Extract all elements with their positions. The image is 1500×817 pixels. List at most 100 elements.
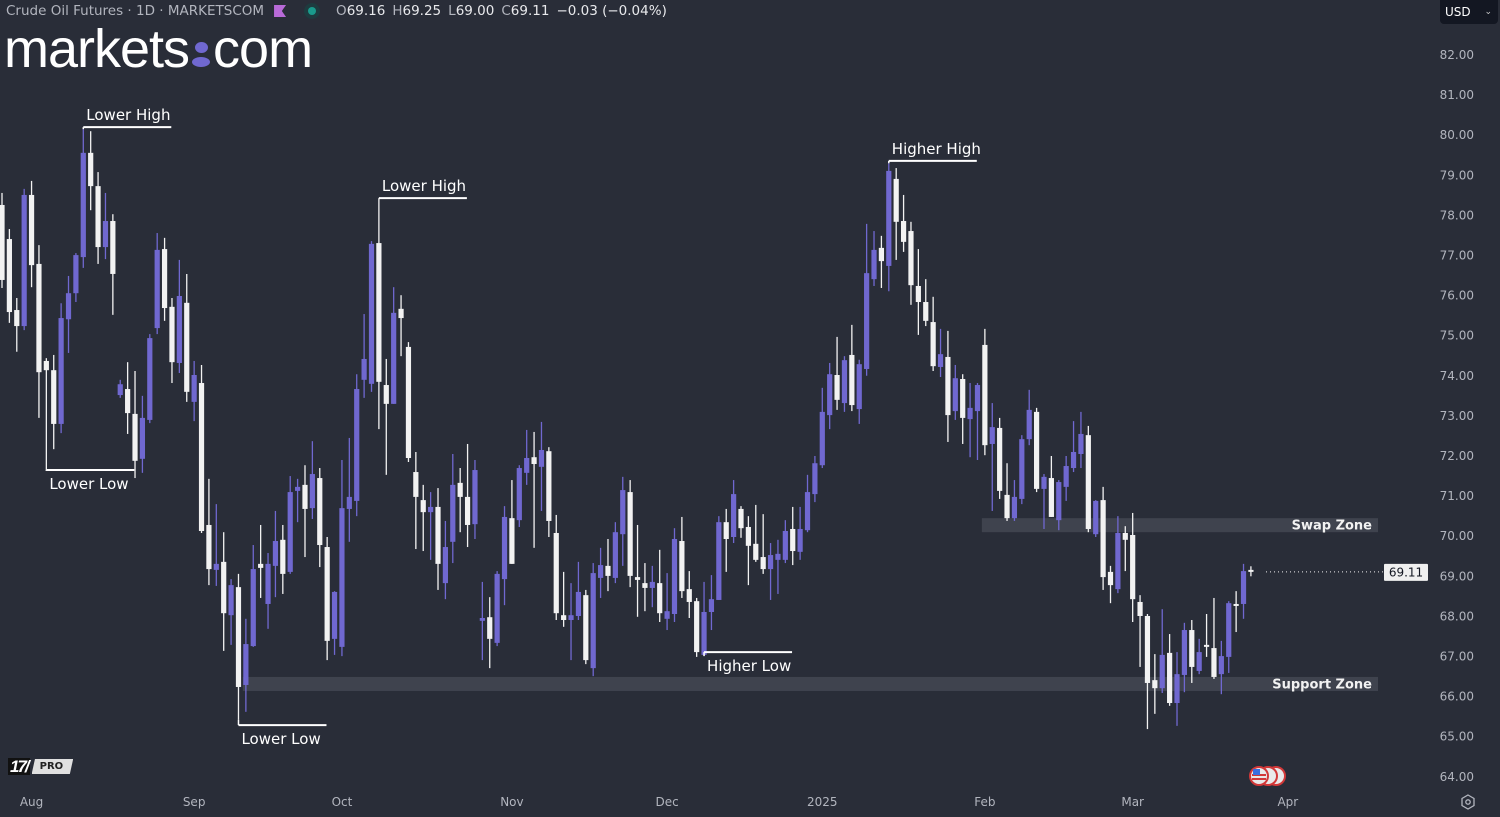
candle-up	[952, 364, 958, 420]
candle-body	[176, 296, 182, 363]
candle-body	[1063, 466, 1069, 487]
candle-body	[1011, 496, 1018, 519]
candle-down	[694, 597, 700, 657]
flag-icon[interactable]	[274, 5, 287, 17]
candle-body	[930, 322, 936, 367]
candle-up	[1070, 421, 1077, 473]
candle-body	[65, 293, 72, 320]
candle-body	[1078, 433, 1084, 454]
us-events-icon[interactable]	[1248, 765, 1288, 787]
candle-body	[908, 231, 914, 286]
candle-body	[775, 553, 781, 560]
candle-body	[1181, 630, 1187, 675]
candle-body	[960, 379, 966, 418]
candle-body	[391, 312, 397, 404]
price-tick-label: 81.00	[1440, 88, 1474, 102]
price-tick-label: 67.00	[1440, 650, 1474, 664]
candle-down	[1122, 526, 1128, 572]
candle-body	[915, 285, 921, 303]
candle-down	[14, 298, 20, 352]
candle-body	[620, 490, 626, 535]
candle-body	[117, 384, 123, 396]
candle-down	[1233, 591, 1239, 633]
candle-body	[265, 563, 271, 604]
candle-up	[797, 506, 803, 560]
candle-body	[317, 478, 323, 546]
candle-body	[945, 356, 951, 416]
currency-dropdown[interactable]: USD ⌄	[1440, 0, 1498, 24]
time-axis[interactable]: Aug Sep Oct Nov Dec 2025 Feb Mar Apr	[20, 795, 1298, 809]
candle-body	[612, 532, 618, 578]
candle-down	[376, 198, 382, 430]
candle-body	[893, 178, 899, 222]
time-tick-label: Apr	[1277, 795, 1298, 809]
candle-down	[1211, 597, 1217, 679]
candle-up	[65, 275, 72, 353]
settings-icon[interactable]	[1460, 794, 1476, 810]
candle-up	[731, 480, 737, 544]
candle-body	[58, 318, 64, 424]
candle-body	[679, 541, 685, 592]
currency-value: USD	[1445, 5, 1471, 19]
candle-up	[827, 362, 833, 430]
candle-up	[856, 359, 862, 424]
symbol-title[interactable]: Crude Oil Futures · 1D · MARKETSCOM	[6, 3, 265, 19]
candle-body	[605, 565, 611, 576]
candle-body	[657, 583, 663, 614]
candle-body	[871, 249, 877, 280]
candle-body	[139, 417, 146, 459]
candle-body	[1167, 652, 1173, 704]
open-value: 69.16	[346, 3, 386, 19]
annotation-label: Higher High	[892, 140, 981, 158]
time-tick-label: Aug	[20, 795, 43, 809]
candle-down	[1203, 613, 1210, 657]
candle-down	[915, 249, 921, 335]
candle-body	[28, 194, 35, 266]
candle-down	[1085, 425, 1091, 533]
candle-down	[1107, 565, 1114, 604]
candle-body	[487, 617, 493, 639]
candle-body	[213, 563, 219, 570]
candle-body	[1152, 680, 1158, 689]
candle-body	[827, 374, 833, 416]
candle-up	[191, 360, 197, 422]
logo-text-left: markets	[4, 19, 190, 79]
candle-up	[1115, 516, 1121, 594]
candle-body	[804, 492, 811, 531]
candle-body	[597, 565, 604, 578]
tradingview-logo[interactable]: 17/ PRO	[8, 758, 74, 775]
candle-body	[1004, 494, 1010, 519]
candle-down	[960, 374, 966, 444]
candle-body	[531, 457, 537, 465]
price-axis[interactable]: 82.00 81.00 80.00 79.00 78.00 77.00 76.00 75.00…	[1266, 48, 1474, 784]
candle-down	[849, 324, 855, 412]
candle-body	[997, 427, 1003, 491]
candle-down	[509, 480, 515, 564]
candle-body	[1159, 654, 1165, 689]
candle-body	[1174, 674, 1180, 704]
candle-up	[871, 231, 877, 286]
candle-body	[428, 506, 434, 513]
candle-body	[568, 615, 574, 621]
candle-down	[51, 354, 57, 450]
candle-down	[235, 573, 242, 720]
candle-up	[864, 223, 870, 376]
candle-body	[1137, 601, 1143, 616]
annotation-label: Higher Low	[707, 657, 791, 675]
candle-body	[716, 522, 722, 600]
candle-body	[538, 449, 545, 467]
candle-up	[243, 618, 249, 712]
candle-up	[139, 395, 146, 473]
annotation-label: Lower High	[382, 177, 466, 195]
candle-down	[420, 484, 426, 552]
candle-down	[738, 506, 744, 538]
candle-down	[28, 180, 35, 288]
candle-up	[428, 492, 434, 560]
candle-body	[856, 364, 862, 410]
candle-down	[1248, 566, 1254, 577]
candle-up	[368, 241, 375, 392]
candle-down	[280, 524, 286, 594]
price-tick-label: 79.00	[1440, 168, 1474, 182]
candle-down	[1144, 613, 1151, 730]
